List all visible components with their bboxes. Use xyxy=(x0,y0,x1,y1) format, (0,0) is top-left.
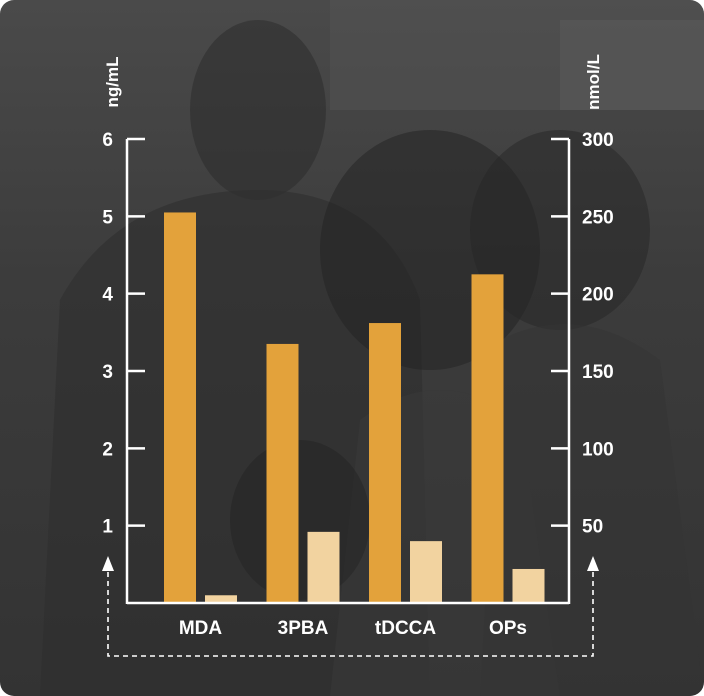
bar-ops-series-1 xyxy=(471,274,504,603)
category-label-3pba: 3PBA xyxy=(278,618,329,639)
left-axis-unit-label: ng/mL xyxy=(103,57,122,108)
bar-mda-series-2 xyxy=(205,595,237,603)
left-tick-label-6: 6 xyxy=(102,130,113,151)
right-tick-label-100: 100 xyxy=(582,439,614,460)
labels-group: MDA 3PBA tDCCA OPs 1 2 3 4 5 6 50 100 150 200 250 300 ng… xyxy=(102,54,613,639)
right-tick-label-300: 300 xyxy=(582,130,614,151)
left-tick-label-4: 4 xyxy=(102,285,113,306)
bars-group xyxy=(164,212,545,603)
right-arrow-icon xyxy=(587,556,599,571)
left-tick-label-5: 5 xyxy=(102,207,113,228)
bar-ops-series-2 xyxy=(512,568,545,603)
bar-3pba-series-1 xyxy=(266,343,299,603)
left-arrow-icon xyxy=(102,556,114,571)
right-tick-label-250: 250 xyxy=(582,207,614,228)
bar-mda-series-1 xyxy=(164,212,196,603)
bar-tdcca-series-2 xyxy=(410,541,442,603)
right-tick-label-150: 150 xyxy=(582,362,614,383)
right-tick-label-50: 50 xyxy=(582,517,603,538)
right-tick-label-200: 200 xyxy=(582,285,614,306)
left-tick-label-3: 3 xyxy=(102,362,113,383)
right-axis-unit-label: nmol/L xyxy=(584,54,603,110)
category-label-mda: MDA xyxy=(179,618,223,639)
axes-group xyxy=(102,137,599,657)
left-tick-label-2: 2 xyxy=(102,439,113,460)
dashed-axis-connector xyxy=(107,572,594,657)
bar-3pba-series-2 xyxy=(307,531,340,603)
category-label-tdcca: tDCCA xyxy=(375,618,436,639)
bar-tdcca-series-1 xyxy=(369,323,401,603)
category-label-ops: OPs xyxy=(489,618,527,639)
left-tick-label-1: 1 xyxy=(102,517,113,538)
